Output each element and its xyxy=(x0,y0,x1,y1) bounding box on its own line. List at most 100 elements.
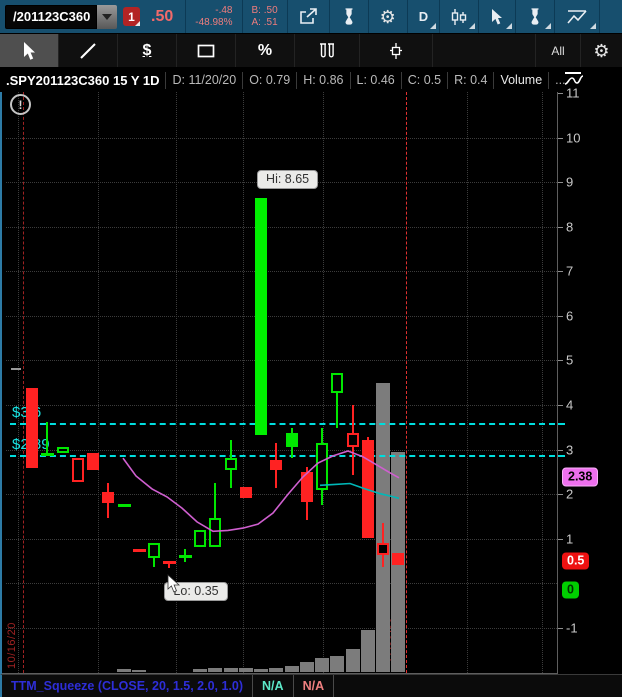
last-price: .50 xyxy=(151,7,174,25)
ma-slow-line xyxy=(122,450,400,533)
trend-chart-icon xyxy=(566,8,588,26)
axis-label: -1 xyxy=(566,620,578,636)
volume-bar xyxy=(299,662,314,672)
axis-tick xyxy=(558,315,563,317)
candlestick xyxy=(270,460,283,471)
drawings-menu-button[interactable] xyxy=(555,0,599,33)
candlestick xyxy=(331,372,344,394)
candlestick xyxy=(71,458,84,483)
candlestick xyxy=(224,458,237,471)
candlestick xyxy=(285,432,298,447)
candlestick xyxy=(316,442,329,490)
grid-line-h xyxy=(6,271,557,273)
symbol-input[interactable]: /201123C360 xyxy=(5,4,97,29)
axis-label: 2 xyxy=(566,486,574,502)
divider xyxy=(599,0,601,33)
flask-icon xyxy=(527,8,543,25)
axis-label: 7 xyxy=(566,263,574,279)
candlestick xyxy=(209,517,222,547)
drawing-toolbar: $ % All ⚙ xyxy=(0,33,622,67)
candlestick xyxy=(193,529,206,547)
gear-icon: ⚙ xyxy=(593,40,610,61)
volume-bar xyxy=(208,668,223,672)
high-tooltip: Hi: 8.65 xyxy=(257,169,319,189)
all-label: All xyxy=(551,43,565,58)
drawing-settings-button[interactable]: ⚙ xyxy=(581,34,622,67)
candle-wick xyxy=(183,548,186,562)
candlestick xyxy=(346,432,359,447)
grid-line-v xyxy=(98,92,99,673)
chart-header: .SPY201123C360 15 Y 1D D: 11/20/20 O: 0.… xyxy=(0,67,622,93)
symbol-dropdown-button[interactable] xyxy=(97,4,117,29)
chart-type-button[interactable] xyxy=(440,0,478,33)
volume-study-label[interactable]: Volume xyxy=(494,71,550,89)
ohlc-open: O: 0.79 xyxy=(243,71,298,89)
link-channel-badge[interactable]: 1 xyxy=(123,7,140,26)
percent-tool-button[interactable]: % xyxy=(236,34,295,67)
volume-bar xyxy=(131,670,146,672)
timeframe-button[interactable]: D xyxy=(408,0,439,33)
volume-bar xyxy=(223,668,238,672)
divider xyxy=(185,0,187,33)
price-axis[interactable]: 11 10 9 8 7 6 5 4 3 2 1 -1 2.38 0.5 0 xyxy=(558,86,622,674)
ttm-squeeze-label[interactable]: TTM_Squeeze (CLOSE, 20, 1.5, 2.0, 1.0) xyxy=(2,675,254,697)
axis-tick xyxy=(558,271,563,273)
chart-style-icon[interactable] xyxy=(563,70,585,90)
axis-label: 10 xyxy=(566,130,581,146)
header-overflow[interactable]: ... xyxy=(555,73,566,87)
axis-label: 9 xyxy=(566,174,574,190)
axis-label: 11 xyxy=(566,85,580,101)
candlestick xyxy=(102,492,115,504)
low-tooltip: Lo: 0.35 xyxy=(164,581,228,601)
trendline-tool-button[interactable] xyxy=(59,34,118,67)
chart-symbol-label: .SPY201123C360 15 Y 1D xyxy=(0,71,167,89)
main-toolbar: /201123C360 1 .50 -.48 -48.98% B: .50 A:… xyxy=(0,0,622,33)
cursor-mode-button[interactable] xyxy=(479,0,515,33)
axis-tick xyxy=(558,137,563,139)
ttm-value-1: N/A xyxy=(253,675,294,697)
volume-bar xyxy=(269,668,284,672)
candlestick xyxy=(87,453,100,471)
axis-tick xyxy=(558,226,563,228)
chart-settings-button[interactable]: ⚙ xyxy=(369,0,407,33)
candlestick xyxy=(377,542,390,555)
test-tubes-button[interactable] xyxy=(295,34,360,67)
bid-ask-block: B: .50 A: .51 xyxy=(243,5,287,28)
magenta-price-badge: 2.38 xyxy=(562,467,599,487)
show-all-drawings-button[interactable]: All xyxy=(536,34,581,67)
axis-label: 4 xyxy=(566,397,574,413)
pointer-tool-button[interactable] xyxy=(0,34,59,67)
axis-tick xyxy=(558,449,563,451)
candle-doji xyxy=(132,548,146,552)
axis-label: 3 xyxy=(566,442,574,458)
percent-icon: % xyxy=(257,41,273,59)
rectangle-tool-button[interactable] xyxy=(177,34,236,67)
grid-line-v xyxy=(176,92,177,673)
candle-wick xyxy=(336,372,339,428)
candlestick xyxy=(148,542,161,558)
axis-tick xyxy=(558,360,563,362)
change-percent: -48.98% xyxy=(195,16,233,28)
candlestick xyxy=(255,197,268,435)
price-level-tool-button[interactable]: $ xyxy=(118,34,177,67)
ohlc-date: D: 11/20/20 xyxy=(166,71,244,89)
candlestick xyxy=(392,553,405,565)
price-alert-line[interactable] xyxy=(10,422,555,425)
lower-study-bar: TTM_Squeeze (CLOSE, 20, 1.5, 2.0, 1.0) N… xyxy=(0,674,622,697)
symbol-input-group: /201123C360 xyxy=(5,4,117,29)
strategies-button[interactable] xyxy=(516,0,554,33)
divider xyxy=(554,0,556,33)
volume-bar xyxy=(116,669,131,672)
divider xyxy=(286,0,288,33)
toolbar-spacer xyxy=(433,34,536,67)
pattern-button[interactable] xyxy=(360,34,433,67)
axis-tick xyxy=(558,494,563,496)
volume-bar xyxy=(254,669,269,672)
candlestick xyxy=(361,439,374,538)
ohlc-range: R: 0.4 xyxy=(448,71,495,89)
share-button[interactable] xyxy=(288,0,329,33)
alert-info-icon[interactable]: ! xyxy=(10,94,31,115)
grid-line-v xyxy=(243,92,244,673)
studies-button[interactable] xyxy=(330,0,368,33)
